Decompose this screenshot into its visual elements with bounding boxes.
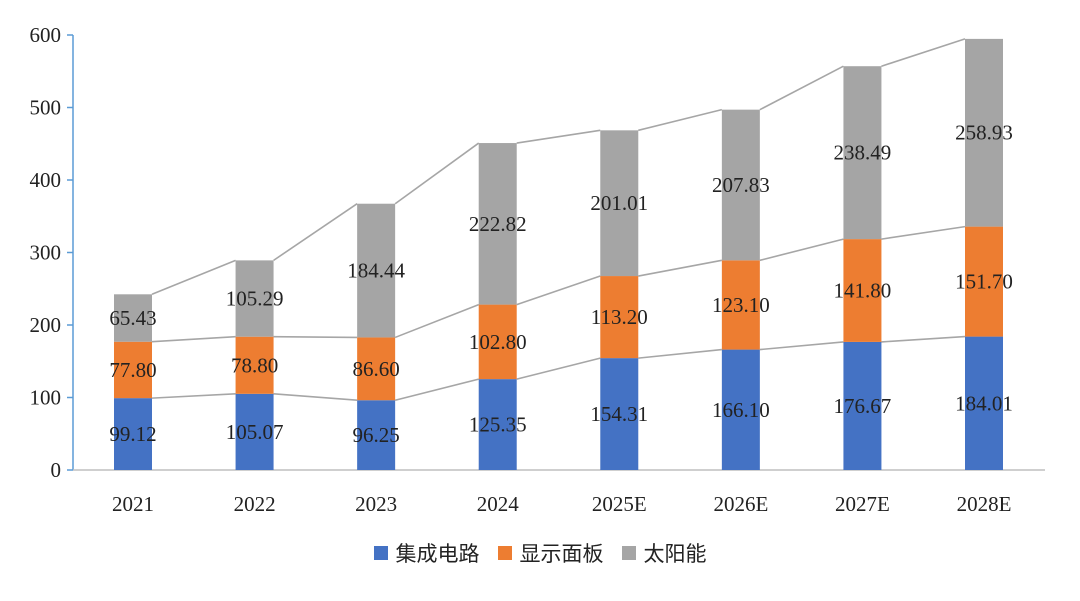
series-connector-line (881, 335, 966, 343)
data-label: 86.60 (353, 357, 400, 381)
data-label: 258.93 (955, 121, 1013, 145)
series-connector-line (273, 335, 358, 339)
bar-segment (114, 398, 152, 470)
bar-segment (235, 260, 274, 337)
y-tick-label: 400 (30, 168, 62, 192)
data-label: 151.70 (955, 270, 1013, 294)
data-label: 77.80 (109, 358, 156, 382)
legend-label-panel: 显示面板 (519, 542, 604, 566)
series-connector-line (759, 341, 844, 351)
data-label: 105.29 (226, 287, 284, 311)
bar-segment (114, 294, 152, 342)
bar-segment (600, 130, 639, 277)
x-tick-label: 2026E (713, 492, 768, 516)
bar-segment (965, 336, 1003, 470)
series-connector-line (273, 203, 358, 262)
series-connector-line (151, 335, 236, 343)
data-label: 166.10 (712, 398, 770, 422)
bar-segment (843, 66, 882, 240)
y-tick-label: 100 (30, 386, 62, 410)
series-connector-line (151, 259, 236, 296)
y-tick-label: 600 (30, 23, 62, 47)
data-label: 96.25 (353, 423, 400, 447)
bar-segment (478, 304, 517, 380)
legend-label-solar: 太阳能 (643, 542, 707, 566)
data-label: 184.44 (347, 259, 405, 283)
series-connector-line (638, 108, 723, 132)
y-tick-label: 200 (30, 313, 62, 337)
x-tick-label: 2028E (957, 492, 1012, 516)
data-label: 201.01 (590, 191, 648, 215)
series-connector-line (394, 142, 480, 205)
y-tick-label: 0 (51, 458, 62, 482)
bar-segment (478, 379, 517, 470)
bar-segment (357, 203, 396, 338)
bar-segment (600, 358, 639, 470)
bar-segment (600, 276, 639, 359)
legend-label-ic: 集成电路 (395, 542, 480, 566)
data-label: 102.80 (469, 330, 527, 354)
legend-item-panel: 显示面板 (497, 538, 604, 568)
bar-segment (965, 38, 1003, 227)
data-label: 141.80 (834, 279, 892, 303)
series-connector-line (516, 275, 601, 306)
data-label: 176.67 (834, 394, 892, 418)
legend-item-ic: 集成电路 (373, 538, 480, 568)
bar-segment (721, 109, 760, 261)
bar-segment (721, 349, 760, 470)
series-connector-line (759, 238, 844, 262)
x-tick-label: 2021 (112, 492, 154, 516)
data-label: 238.49 (834, 141, 892, 165)
bar-segment (114, 341, 152, 399)
data-label: 105.07 (226, 420, 284, 444)
bar-segment (721, 260, 760, 350)
data-label: 184.01 (955, 391, 1013, 415)
x-tick-label: 2027E (835, 492, 890, 516)
bar-segment (478, 143, 517, 305)
bar-segment (843, 239, 882, 342)
x-tick-label: 2024 (477, 492, 520, 516)
bar-segment (965, 226, 1003, 337)
x-tick-label: 2025E (592, 492, 647, 516)
bar-segment (235, 393, 274, 470)
series-connector-line (273, 393, 358, 402)
series-connector-line (516, 129, 601, 144)
data-label: 154.31 (590, 402, 648, 426)
data-label: 207.83 (712, 173, 770, 197)
series-connector-line (638, 348, 722, 359)
data-label: 125.35 (469, 413, 527, 437)
legend-swatch-panel (497, 546, 512, 560)
bar-segment (357, 400, 396, 470)
x-tick-label: 2023 (355, 492, 397, 516)
legend-item-solar: 太阳能 (621, 538, 707, 568)
x-tick-label: 2022 (234, 492, 276, 516)
y-tick-label: 500 (30, 96, 62, 120)
series-connector-line (638, 259, 723, 277)
series-connector-line (151, 393, 236, 399)
series-connector-line (516, 357, 601, 380)
series-connector-line (759, 65, 844, 111)
legend-swatch-solar (621, 546, 636, 560)
legend: 集成电路 显示面板 太阳能 (0, 536, 1080, 570)
data-label: 99.12 (109, 422, 156, 446)
series-connector-line (394, 378, 479, 401)
bar-segment (357, 337, 396, 401)
bar-segment (843, 341, 882, 470)
legend-swatch-ic (373, 546, 388, 560)
series-connector-line (881, 38, 966, 67)
data-label: 78.80 (231, 353, 278, 377)
bar-segment (235, 336, 274, 394)
data-label: 113.20 (591, 305, 648, 329)
series-connector-line (881, 225, 966, 240)
data-label: 222.82 (469, 212, 527, 236)
y-tick-label: 300 (30, 241, 62, 265)
data-label: 65.43 (109, 306, 156, 330)
data-label: 123.10 (712, 293, 770, 317)
series-connector-line (394, 303, 480, 339)
